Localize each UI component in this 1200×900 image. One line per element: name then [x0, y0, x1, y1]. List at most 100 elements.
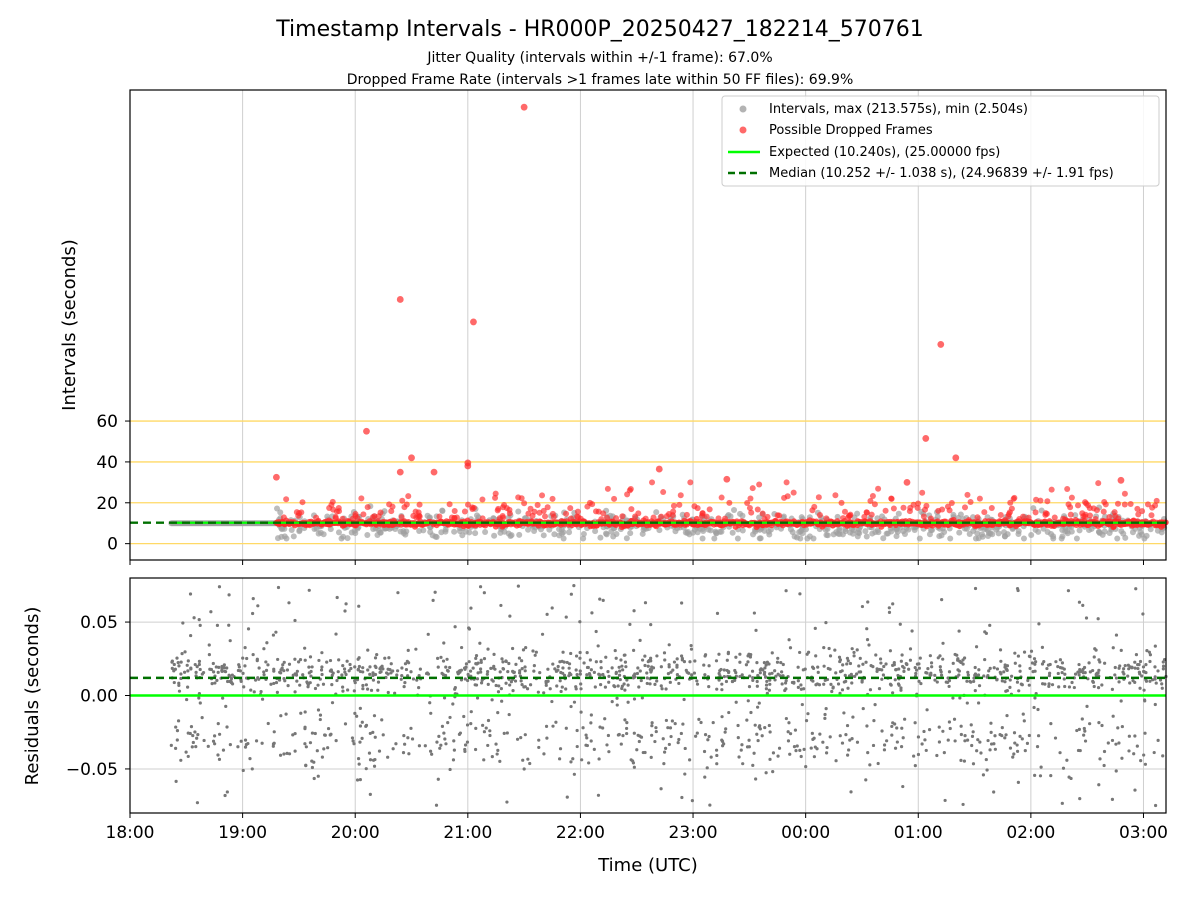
residual-point	[1016, 654, 1021, 658]
residuals-points	[169, 584, 1168, 808]
interval-point	[592, 528, 599, 535]
residual-point	[825, 745, 829, 750]
dropped-frame-point	[405, 493, 412, 500]
residual-point	[891, 602, 895, 606]
residual-point	[409, 726, 413, 730]
residual-point	[684, 668, 688, 672]
dropped-frame-point	[577, 515, 584, 522]
residual-point	[796, 685, 800, 690]
residual-point	[880, 729, 884, 733]
residual-point	[309, 669, 313, 674]
residual-point	[1042, 660, 1046, 664]
residual-point	[1015, 749, 1020, 753]
dropped-frame-point	[1106, 513, 1113, 520]
residual-point	[956, 668, 960, 672]
intervals-y-label: Intervals (seconds)	[59, 239, 80, 411]
residual-point	[276, 657, 280, 662]
residual-point	[478, 667, 483, 671]
residual-point	[443, 737, 447, 741]
residual-point	[781, 662, 785, 667]
residual-point	[1134, 652, 1139, 657]
residual-point	[763, 666, 767, 670]
interval-point	[656, 527, 663, 534]
residual-point	[381, 667, 385, 671]
residual-point	[1153, 702, 1157, 707]
residual-point	[279, 668, 283, 672]
residual-point	[467, 626, 471, 630]
residual-point	[1148, 679, 1152, 683]
dropped-frame-point	[871, 501, 878, 508]
interval-point	[364, 532, 371, 539]
residual-point	[1005, 713, 1009, 718]
residual-point	[592, 747, 596, 751]
residual-point	[1082, 726, 1086, 731]
residual-point	[823, 678, 827, 682]
residual-point	[1047, 684, 1051, 688]
residual-point	[192, 616, 196, 620]
residual-point	[784, 679, 788, 683]
residual-point	[176, 661, 180, 665]
dropped-frame-point	[868, 511, 875, 518]
residual-point	[879, 661, 883, 665]
residual-point	[303, 710, 307, 714]
residual-point	[367, 751, 372, 755]
residual-point	[276, 585, 281, 590]
residual-point	[852, 650, 856, 655]
residual-point	[632, 765, 636, 769]
residual-point	[356, 756, 361, 761]
residual-point	[734, 700, 738, 704]
residual-point	[170, 666, 174, 670]
residual-point	[386, 690, 390, 695]
interval-point	[560, 529, 567, 536]
residual-point	[528, 683, 533, 687]
residual-point	[501, 660, 505, 664]
residual-point	[707, 684, 711, 689]
residual-point	[1084, 616, 1089, 620]
interval-point	[288, 527, 295, 534]
residual-point	[1096, 617, 1100, 621]
residual-point	[490, 698, 494, 702]
interval-point	[830, 531, 837, 538]
residual-point	[1120, 756, 1124, 760]
residual-point	[751, 676, 755, 680]
residual-point	[522, 685, 526, 689]
dropped-frame-point	[495, 505, 502, 512]
residual-point	[293, 618, 297, 623]
dropped-frame-point	[920, 513, 927, 520]
residual-point	[433, 590, 437, 594]
residual-point	[1060, 801, 1064, 805]
residual-point	[650, 665, 654, 669]
residual-point	[226, 679, 230, 684]
residual-point	[336, 670, 340, 674]
residual-point	[724, 727, 728, 731]
residual-point	[770, 651, 774, 655]
residual-point	[815, 747, 819, 751]
residual-point	[603, 717, 607, 721]
dropped-frame-point	[399, 497, 406, 504]
residual-point	[867, 643, 871, 647]
residual-point	[882, 664, 886, 669]
residual-point	[1083, 729, 1087, 733]
residual-point	[371, 673, 375, 678]
residual-point	[916, 752, 921, 757]
residual-point	[1036, 707, 1040, 712]
residual-point	[884, 662, 888, 666]
residual-point	[486, 670, 490, 674]
residual-point	[561, 666, 565, 670]
residual-point	[680, 654, 684, 658]
residual-point	[1003, 680, 1007, 684]
residual-point	[313, 686, 318, 691]
residual-point	[726, 670, 731, 675]
residual-point	[1034, 660, 1038, 664]
residual-point	[749, 710, 753, 715]
residual-point	[260, 741, 264, 745]
dropped-frame-outlier	[430, 468, 438, 476]
residual-point	[330, 701, 335, 705]
residual-point	[491, 679, 495, 683]
residual-point	[976, 738, 980, 742]
residual-point	[423, 744, 427, 748]
interval-point	[1050, 533, 1057, 540]
interval-point	[1044, 528, 1051, 535]
residual-point	[780, 670, 784, 674]
residual-point	[548, 687, 552, 691]
